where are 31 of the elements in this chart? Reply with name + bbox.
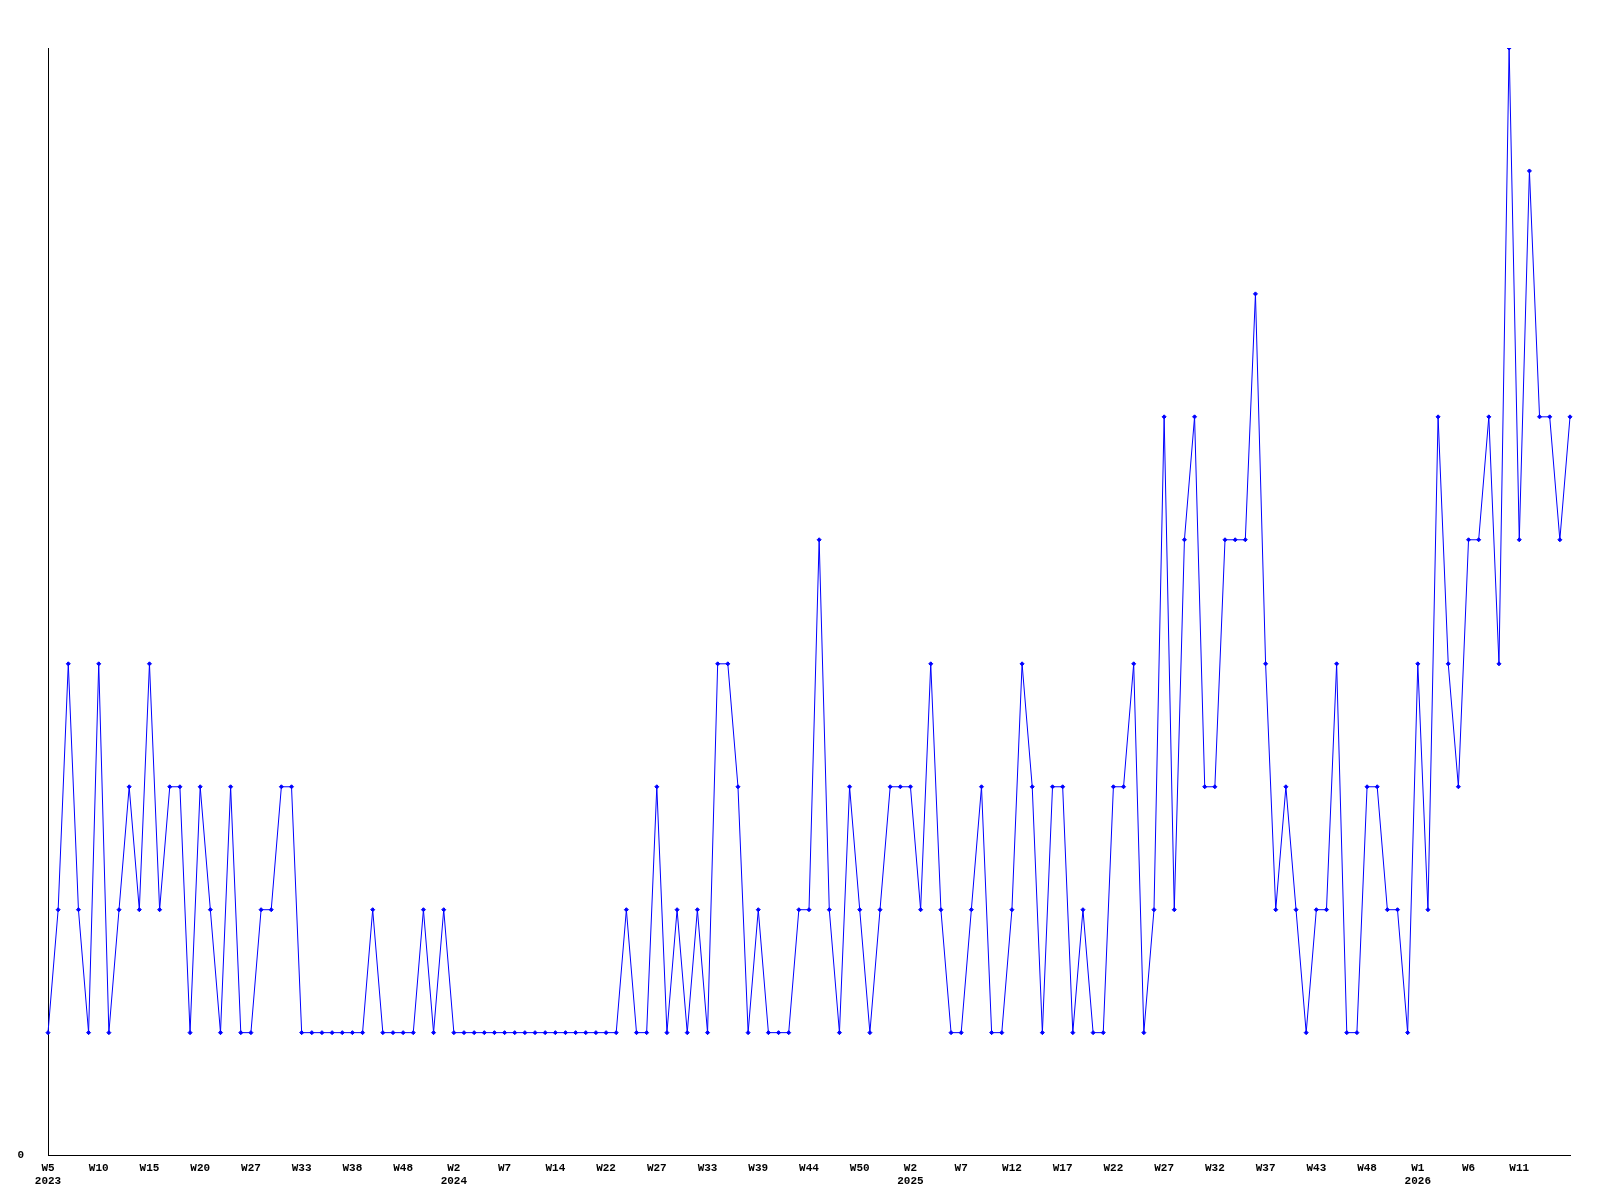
x-tick-label: W17 xyxy=(1052,1161,1073,1174)
x-tick-label: W6 xyxy=(1461,1161,1476,1174)
x-tick-label: W22 xyxy=(596,1161,616,1174)
x-tick-label: W2 2024 xyxy=(440,1161,468,1188)
x-tick-label: W15 xyxy=(139,1161,160,1174)
x-tick-label: W50 xyxy=(849,1161,870,1174)
x-tick-label: W39 xyxy=(748,1161,769,1174)
x-tick-label: W33 xyxy=(697,1161,718,1174)
x-tick-label: W7 xyxy=(498,1161,512,1174)
x-tick-label: W7 xyxy=(954,1161,968,1174)
x-tick-label: W33 xyxy=(291,1161,312,1174)
x-tick-label: W1 2026 xyxy=(1404,1161,1431,1188)
x-tick-label: W11 xyxy=(1509,1161,1530,1174)
x-tick-label: W37 xyxy=(1255,1161,1276,1174)
x-tick-label: W10 xyxy=(88,1161,109,1174)
x-tick-label: W20 xyxy=(190,1161,211,1174)
x-tick-label: W2 2025 xyxy=(897,1161,925,1188)
x-tick-label: W14 xyxy=(545,1161,566,1174)
x-tick-label: W12 xyxy=(1002,1161,1022,1174)
x-tick-label: W48 xyxy=(393,1161,414,1174)
x-tick-label: W32 xyxy=(1204,1161,1225,1174)
x-tick-label: W48 xyxy=(1357,1161,1378,1174)
x-tick-label: W5 2023 xyxy=(34,1161,62,1188)
x-tick-label: W27 xyxy=(241,1161,261,1174)
x-tick-label: W44 xyxy=(799,1161,820,1174)
x-tick-label: W43 xyxy=(1306,1161,1327,1174)
x-tick-label: W27 xyxy=(1154,1161,1175,1174)
x-tick-label: W38 xyxy=(342,1161,363,1174)
x-tick-label: W27 xyxy=(646,1161,667,1174)
x-tick-label: W22 xyxy=(1103,1161,1124,1174)
text: 0 xyxy=(17,1149,24,1162)
